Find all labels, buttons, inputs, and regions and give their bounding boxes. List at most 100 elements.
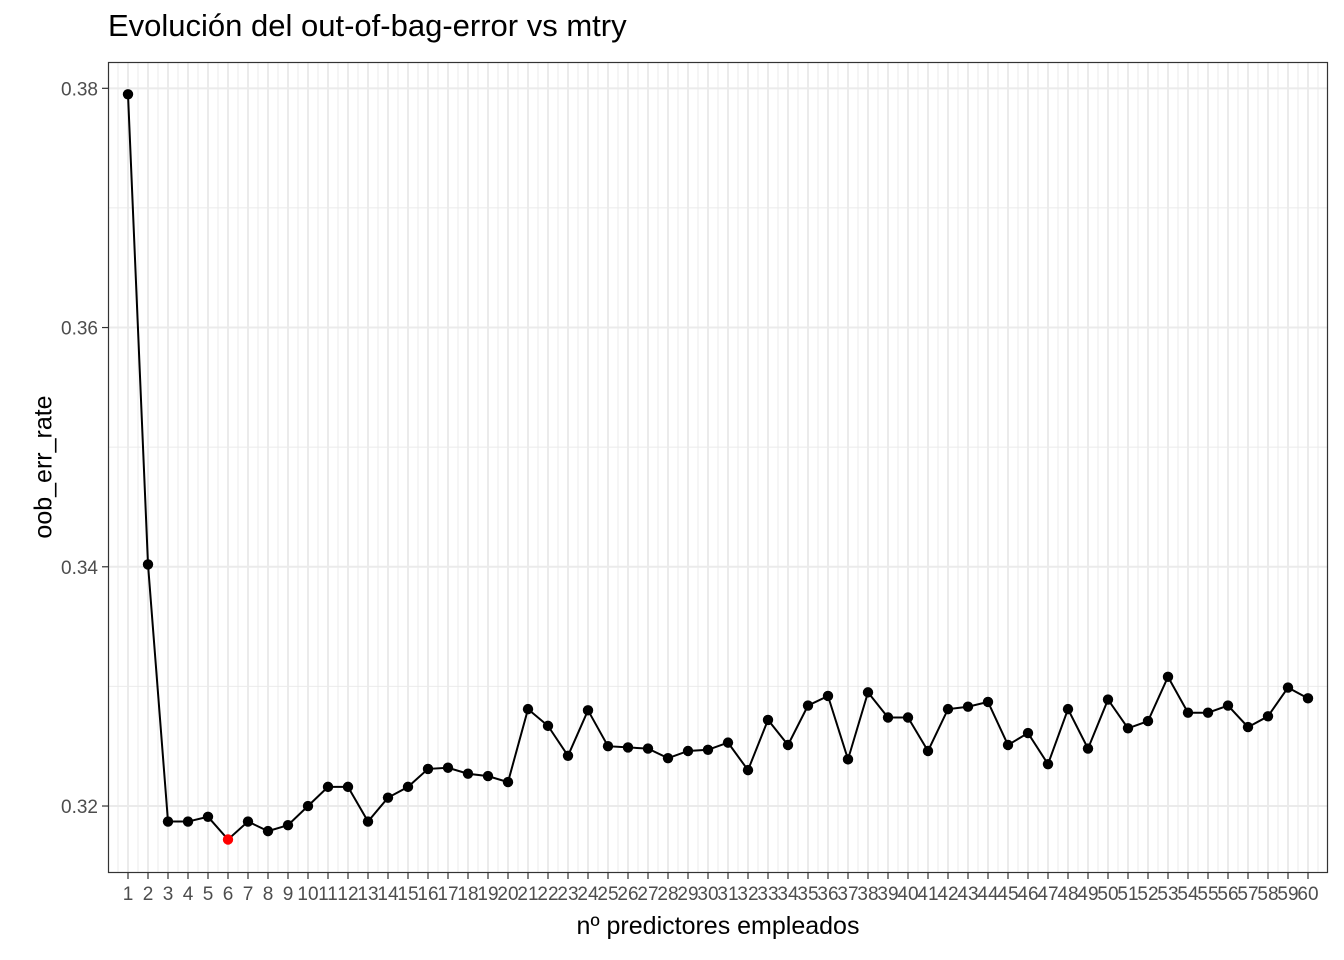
data-point [422,763,434,775]
x-tick-label: 41 [917,884,938,905]
x-tick-label: 4 [183,884,194,905]
data-point [142,559,154,570]
x-tick-label: 27 [637,884,658,905]
data-point [1042,758,1054,770]
x-tick-label: 1 [123,884,134,905]
x-tick-label: 15 [397,884,418,905]
x-tick-label: 38 [857,884,878,905]
data-point [1102,694,1114,705]
panel-border [107,61,1329,874]
x-tick-label: 60 [1297,884,1318,905]
x-axis-ticks: 1 2 3 4 5 6 7 8 9 10 11 121314151617181920212223242… [123,873,1319,905]
data-point [542,720,554,732]
data-points [122,89,1314,845]
data-point [1182,707,1194,718]
data-point [302,800,314,812]
x-tick-label: 30 [697,884,718,905]
y-axis-ticks: 0.32 0.34 0.36 0.38 [61,79,108,818]
data-point [762,714,774,726]
data-point [722,737,734,748]
data-point [842,754,854,765]
x-tick-label: 44 [977,884,999,905]
data-point [862,687,874,698]
x-tick-label: 9 [283,884,294,905]
data-point [382,792,394,803]
y-tick-label: 0.34 [61,558,98,579]
x-tick-label: 51 [1117,884,1138,905]
x-tick-label: 7 [243,884,254,905]
data-point [122,89,134,100]
data-point [662,752,674,764]
x-tick-label: 45 [997,884,1018,905]
data-point [942,703,954,715]
x-tick-label: 17 [437,884,458,905]
x-tick-label: 48 [1057,884,1078,905]
data-point [822,690,834,702]
data-point [742,764,754,776]
x-tick-label: 12 [337,884,358,905]
x-tick-label: 6 [223,884,234,905]
x-tick-label: 10 [297,884,318,905]
x-tick-label: 37 [837,884,858,905]
data-point [622,742,634,753]
data-point [1062,703,1074,715]
x-tick-label: 28 [657,884,678,905]
data-point [1022,727,1034,739]
data-point [602,741,614,752]
x-tick-label: 40 [897,884,918,905]
data-point [242,816,254,827]
x-tick-label: 32 [737,884,758,905]
chart-title: Evolución del out-of-bag-error vs mtry [108,8,627,43]
data-point [322,781,334,793]
x-tick-label: 2 [143,884,154,905]
y-axis-label: oob_err_rate [29,395,58,539]
x-tick-label: 55 [1197,884,1218,905]
x-tick-label: 26 [617,884,638,905]
data-point [1302,693,1314,704]
data-point [1262,711,1274,722]
x-tick-label: 5 [203,884,214,905]
x-tick-label: 13 [357,884,378,905]
data-point [982,696,994,708]
x-tick-label: 59 [1277,884,1298,905]
x-tick-label: 14 [377,884,399,905]
x-tick-label: 36 [817,884,838,905]
x-tick-label: 52 [1137,884,1158,905]
x-tick-label: 50 [1097,884,1118,905]
x-tick-label: 23 [557,884,578,905]
x-tick-label: 3 [163,884,174,905]
data-point [1282,682,1294,693]
x-tick-label: 39 [877,884,898,905]
data-point [462,768,474,779]
x-tick-label: 54 [1177,884,1199,905]
x-tick-label: 42 [937,884,958,905]
grid-lines [108,62,1328,873]
x-tick-label: 22 [537,884,558,905]
data-point [402,781,414,793]
x-tick-label: 18 [457,884,478,905]
data-point [882,712,894,723]
x-tick-label: 19 [477,884,498,905]
x-tick-label: 35 [797,884,818,905]
x-tick-label: 8 [263,884,274,905]
data-point [502,776,514,788]
data-point [962,701,974,712]
x-tick-label: 20 [497,884,518,905]
data-point [1202,707,1214,718]
x-tick-label: 47 [1037,884,1058,905]
x-tick-label: 16 [417,884,438,905]
data-point [202,811,214,822]
data-point [282,819,294,831]
data-point [582,705,594,716]
data-point [1122,723,1134,734]
x-tick-label: 11 [318,884,338,905]
data-point [1082,743,1094,754]
data-point [902,712,914,723]
x-tick-label: 46 [1017,884,1038,905]
x-tick-label: 25 [597,884,618,905]
y-tick-label: 0.32 [61,797,98,818]
data-point [702,744,714,755]
data-point [342,781,354,793]
x-tick-label: 57 [1237,884,1258,905]
